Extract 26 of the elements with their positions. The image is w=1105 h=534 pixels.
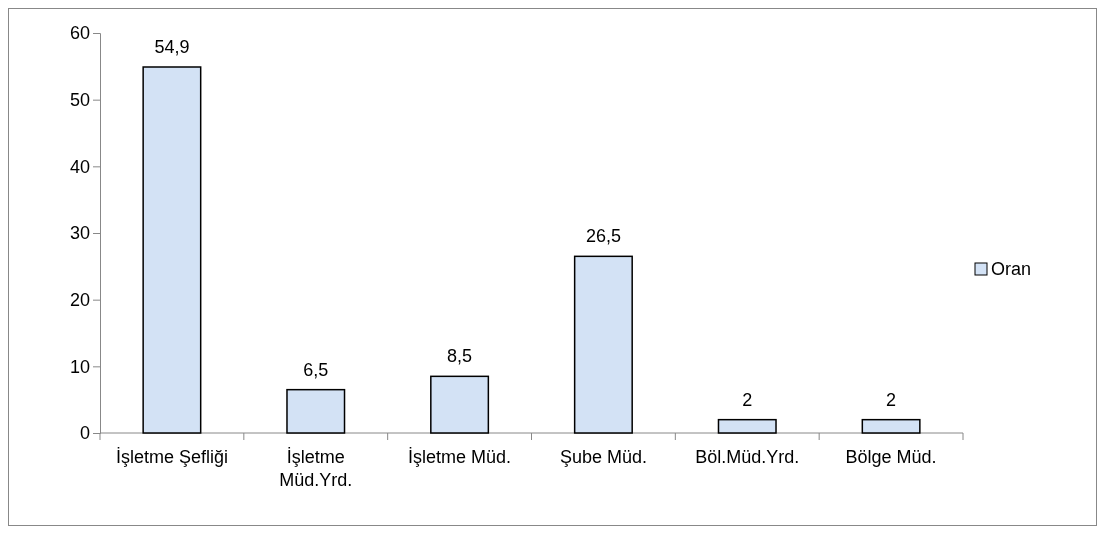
y-tick-label: 0 [79, 423, 90, 444]
y-tick-label: 50 [69, 89, 90, 110]
x-tick-label: Şube Müd. [559, 447, 647, 467]
data-label: 6,5 [303, 359, 329, 380]
x-tick-label: İşletme Müd.Yrd. [279, 447, 353, 490]
data-label: 2 [742, 389, 753, 410]
y-tick-label: 20 [69, 289, 90, 310]
x-tick-label: Bölge Müd. [845, 447, 937, 467]
data-label: 54,9 [154, 37, 190, 57]
data-label: 2 [886, 389, 897, 410]
y-tick-label: 40 [69, 156, 90, 177]
x-tick-label: Böl.Müd.Yrd. [695, 447, 800, 467]
bar [142, 66, 202, 434]
bar [717, 418, 777, 434]
data-label: 26,5 [585, 226, 621, 247]
bar [430, 375, 490, 434]
bar [573, 255, 633, 434]
legend-label: Oran [991, 259, 1032, 279]
y-tick-label: 60 [69, 23, 90, 44]
x-tick-label: İşletme Müd. [408, 447, 512, 467]
y-tick-label: 30 [69, 223, 90, 244]
y-tick-label: 10 [69, 356, 90, 377]
bar [861, 418, 921, 434]
x-tick-label: İşletme Şefliği [115, 447, 228, 467]
data-label: 8,5 [447, 346, 473, 367]
bar [286, 388, 346, 434]
